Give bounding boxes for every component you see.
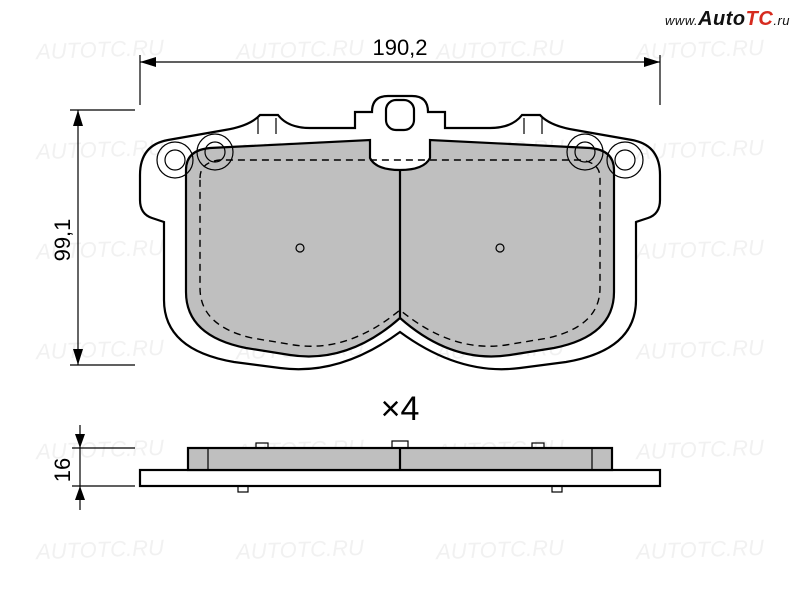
side-view (140, 441, 660, 492)
quantity-label: ×4 (381, 390, 420, 428)
logo-www: www. (665, 13, 698, 28)
logo-ru: .ru (773, 13, 790, 28)
drawing-canvas: AUTOTC.RU AUTOTC.RU AUTOTC.RU AUTOTC.RU … (0, 0, 800, 600)
logo-auto: Auto (698, 8, 746, 30)
dim-height-value: 99,1 (50, 219, 75, 262)
dim-width: 190,2 (140, 35, 660, 105)
technical-drawing-svg: 190,2 99,1 (0, 0, 800, 600)
logo-tc: TC (746, 8, 774, 30)
dim-thickness: 16 (50, 425, 135, 510)
dim-height: 99,1 (50, 110, 135, 365)
site-logo: www.AutoTC.ru (665, 8, 790, 31)
front-view (140, 96, 660, 369)
dim-width-value: 190,2 (372, 35, 427, 60)
dim-thickness-value: 16 (50, 458, 75, 482)
